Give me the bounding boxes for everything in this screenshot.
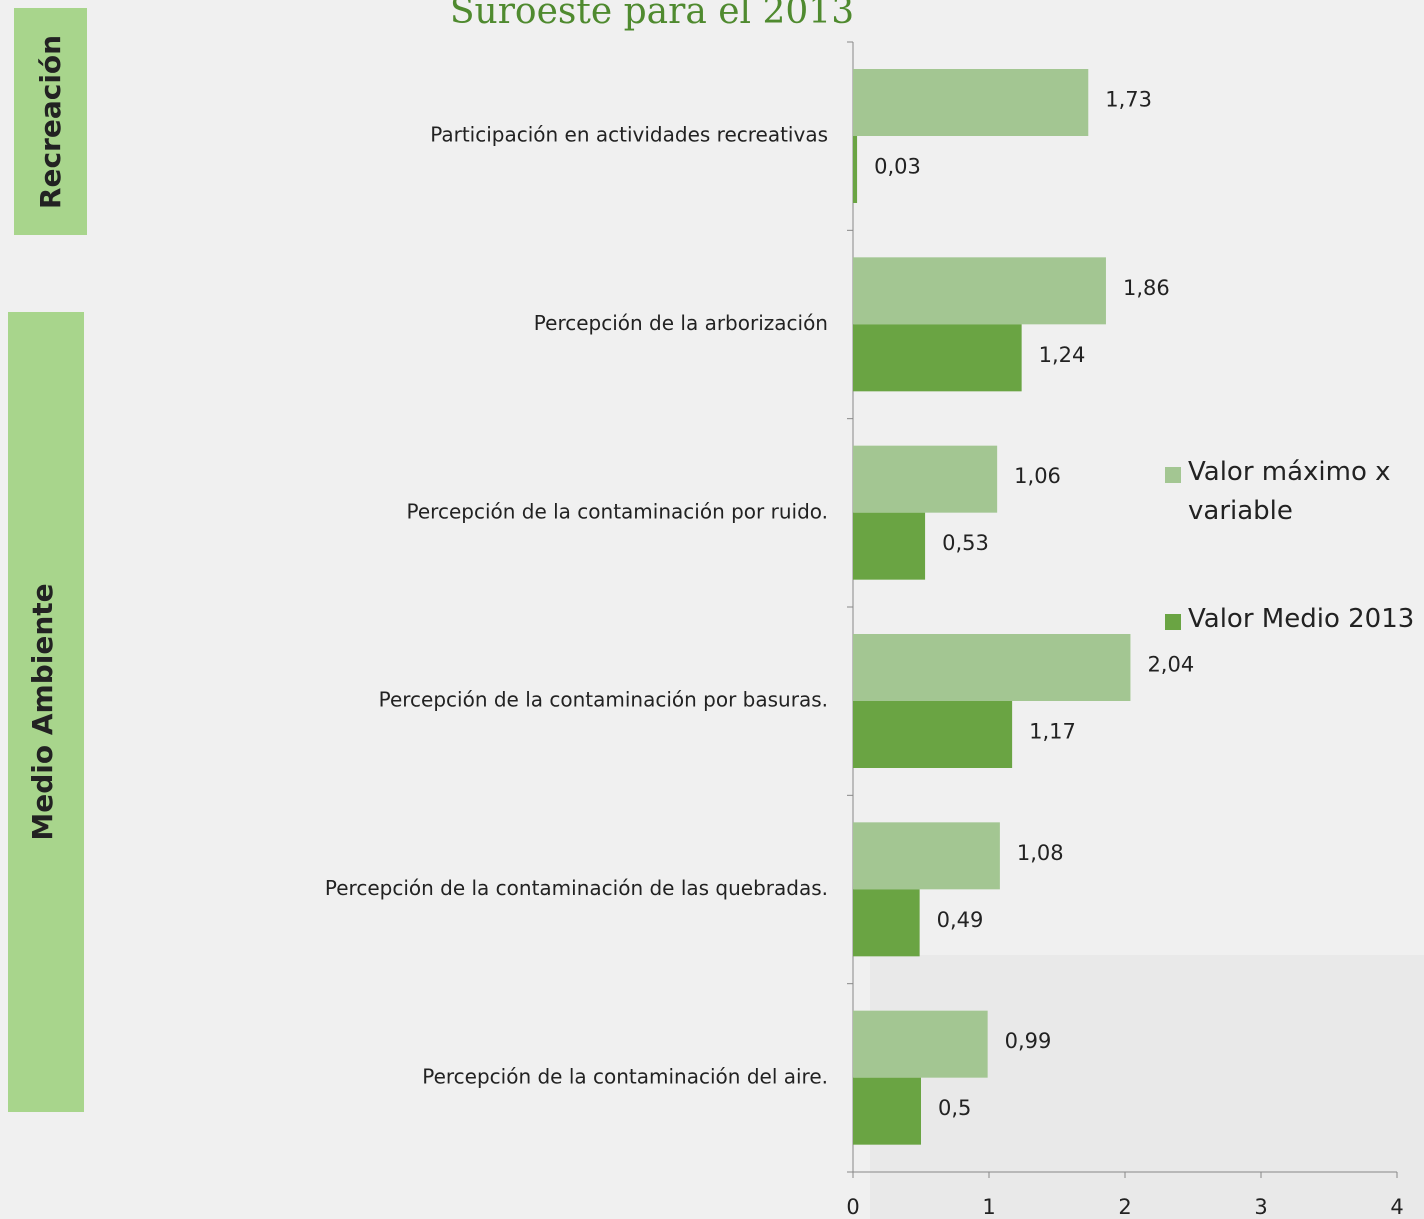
- x-tick-label: 4: [1390, 1195, 1403, 1219]
- category-label: Percepción de la contaminación del aire.: [422, 1064, 828, 1088]
- data-label: 1,08: [1017, 841, 1064, 865]
- group-box: [14, 8, 87, 235]
- data-label: 0,49: [937, 908, 984, 932]
- category-label: Percepción de la contaminación por ruido…: [407, 499, 828, 523]
- data-label: 1,17: [1029, 720, 1076, 744]
- data-label: 1,06: [1014, 464, 1061, 488]
- bar: [853, 701, 1013, 768]
- data-label: 0,99: [1005, 1029, 1052, 1053]
- data-label: 0,5: [938, 1096, 971, 1120]
- bar: [853, 1077, 921, 1145]
- group-box: [8, 312, 84, 1112]
- x-tick-label: 0: [846, 1195, 859, 1219]
- legend-label: Valor Medio 2013: [1188, 604, 1415, 634]
- data-label: 1,24: [1039, 343, 1086, 367]
- data-label: 1,73: [1105, 88, 1152, 112]
- bar: [853, 257, 1106, 325]
- bar: [853, 512, 926, 580]
- data-label: 0,03: [874, 155, 921, 179]
- legend-swatch: [1165, 614, 1181, 630]
- bar: [853, 889, 920, 957]
- x-tick-label: 3: [1254, 1195, 1267, 1219]
- bar: [853, 634, 1131, 701]
- bar: [853, 1010, 988, 1078]
- chart-title: Suroeste para el 2013: [450, 0, 854, 32]
- bar: [853, 69, 1089, 136]
- plot-shade: [870, 955, 1424, 1219]
- legend-label: Valor máximo x variable: [1188, 457, 1391, 526]
- group-label: Recreación: [34, 35, 67, 209]
- data-label: 2,04: [1147, 653, 1194, 677]
- bar: [853, 136, 858, 203]
- legend-swatch: [1165, 467, 1181, 483]
- bar: [853, 822, 1000, 890]
- data-label: 0,53: [942, 531, 989, 555]
- category-label: Percepción de la contaminación por basur…: [379, 688, 828, 712]
- x-tick-label: 1: [982, 1195, 995, 1219]
- group-label: Medio Ambiente: [26, 583, 59, 840]
- data-label: 1,86: [1123, 276, 1170, 300]
- category-label: Participación en actividades recreativas: [430, 123, 828, 147]
- category-label: Percepción de la contaminación de las qu…: [325, 876, 828, 900]
- category-label: Percepción de la arborización: [534, 311, 828, 335]
- x-tick-label: 2: [1118, 1195, 1131, 1219]
- bar: [853, 445, 998, 513]
- bar: [853, 324, 1022, 392]
